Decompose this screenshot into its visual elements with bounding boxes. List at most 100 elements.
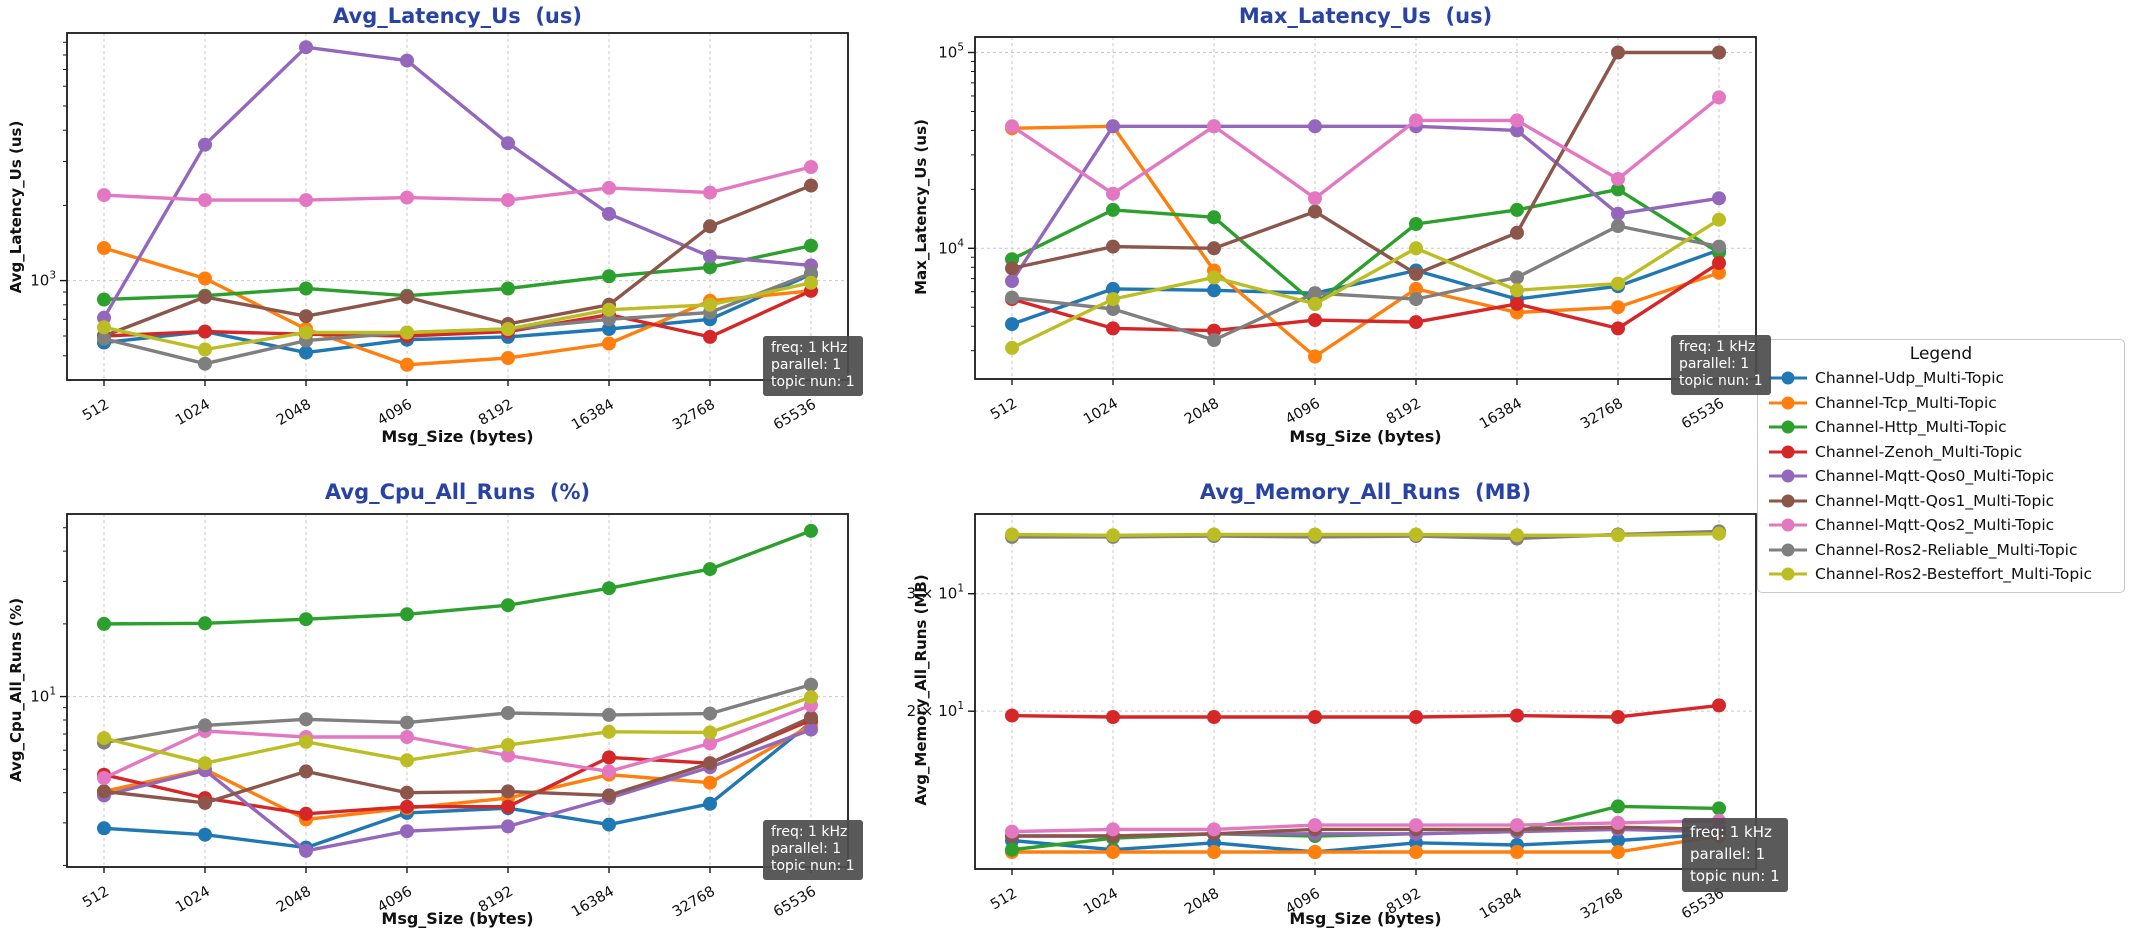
data-point [1611, 528, 1625, 543]
data-point [602, 269, 616, 284]
y-ticks: 2 × 101 3 × 101 [907, 583, 975, 720]
legend-item-label: Channel-Http_Multi-Topic [1815, 418, 2007, 437]
data-point [1409, 241, 1423, 256]
data-point [299, 345, 313, 360]
data-point [400, 730, 414, 744]
data-point [1308, 191, 1322, 206]
gridlines [975, 514, 1756, 869]
legend-item-Channel-Ros2-Reliable_Multi-Topic: Channel-Ros2-Reliable_Multi-Topic [1758, 538, 2124, 563]
legend-marker-icon [1769, 469, 1807, 483]
data-point [400, 325, 414, 340]
data-point [198, 271, 212, 286]
series-Channel-Mqtt-Qos1_Multi-Topic [97, 710, 818, 810]
legend-marker-icon [1769, 396, 1807, 410]
data-point [1207, 333, 1221, 347]
legend-marker-icon [1769, 543, 1807, 557]
data-point [1106, 528, 1120, 543]
data-point [97, 616, 111, 631]
data-point [400, 607, 414, 622]
data-point [1611, 45, 1625, 60]
x-tick-label: 65536 [771, 397, 819, 434]
data-point [198, 137, 212, 152]
data-point [804, 275, 818, 290]
data-point [400, 357, 414, 372]
series-Channel-Ros2-Reliable_Multi-Topic [1005, 219, 1726, 347]
data-point [97, 784, 111, 799]
data-point [501, 738, 515, 752]
data-point [1308, 818, 1322, 833]
series-Channel-Ros2-Besteffort_Multi-Topic [1005, 212, 1726, 355]
x-tick-label: 4096 [1283, 886, 1323, 918]
y-tick-label: 2 × 101 [907, 700, 964, 720]
chart-title-avg-memory: Avg_Memory_All_Runs (MB) [1199, 480, 1532, 504]
annotation-line: freq: 1 kHz [1690, 823, 1772, 841]
data-point [299, 806, 313, 821]
data-point [1106, 710, 1120, 724]
data-point [703, 775, 717, 790]
annotation-line: freq: 1 kHz [771, 824, 848, 840]
data-point [1510, 123, 1524, 138]
data-point [198, 356, 212, 371]
data-point [804, 677, 818, 692]
data-point [1510, 225, 1524, 240]
annotation-line: parallel: 1 [771, 841, 842, 858]
x-tick-label: 32768 [670, 884, 718, 921]
data-point [501, 706, 515, 720]
data-point [1005, 708, 1019, 723]
series-Channel-Mqtt-Qos1_Multi-Topic [1005, 45, 1726, 281]
annotation-line: freq: 1 kHz [1679, 339, 1756, 355]
data-point [1611, 845, 1625, 859]
data-point [1409, 266, 1423, 281]
data-point [1611, 815, 1625, 830]
data-point [198, 827, 212, 842]
x-tick-label: 1024 [173, 397, 213, 429]
data-point [1106, 119, 1120, 134]
annotation-line: topic nun: 1 [771, 858, 855, 875]
data-point [1207, 241, 1221, 256]
data-point [1611, 172, 1625, 186]
chart-title-avg-cpu: Avg_Cpu_All_Runs (%) [324, 480, 591, 504]
chart-avg-cpu-plot: 101 512 1024 2048 4096 8192 16384 32768 65536 [30, 513, 849, 921]
annotation-line: parallel: 1 [1679, 356, 1750, 373]
data-point [1409, 527, 1423, 542]
data-point [1510, 113, 1524, 128]
annotation-box-max-latency: freq: 1 kHz parallel: 1 topic nun: 1 [1671, 335, 1771, 396]
legend-item-label: Channel-Ros2-Reliable_Multi-Topic [1815, 540, 2078, 559]
legend-title: Legend [1909, 344, 1973, 364]
annotation-line: parallel: 1 [1690, 844, 1766, 863]
plot-border [974, 513, 1757, 870]
data-point [97, 771, 111, 785]
legend-item-label: Channel-Zenoh_Multi-Topic [1815, 442, 2023, 461]
legend-item-Channel-Ros2-Besteffort_Multi-Topic: Channel-Ros2-Besteffort_Multi-Topic [1758, 562, 2124, 587]
data-point [1510, 296, 1524, 311]
x-tick-label: 2048 [1182, 886, 1222, 918]
data-point [1005, 261, 1019, 276]
data-point [804, 722, 818, 737]
data-point [1409, 315, 1423, 330]
y-ticks: 101 [30, 527, 67, 866]
legend-item-label: Channel-Ros2-Besteffort_Multi-Topic [1815, 565, 2093, 584]
data-point [501, 322, 515, 336]
data-point [1712, 256, 1726, 271]
x-tick-label: 1024 [1081, 396, 1121, 428]
data-point [602, 206, 616, 221]
data-point [703, 219, 717, 234]
data-point [299, 193, 313, 208]
x-tick-label: 16384 [569, 884, 617, 921]
legend-marker-icon [1769, 445, 1807, 459]
data-point [703, 185, 717, 200]
series-Channel-Ros2-Besteffort_Multi-Topic [97, 690, 818, 771]
x-tick-label: 8192 [476, 884, 516, 916]
annotation-line: topic nun: 1 [1679, 373, 1763, 390]
gridlines [67, 514, 848, 867]
chart-max-latency-plot: 104 105 512 1024 2048 4096 8192 16384 32768 65536 [938, 36, 1757, 433]
data-point [400, 190, 414, 205]
data-point [1005, 317, 1019, 332]
plot-border [66, 32, 849, 381]
data-point [400, 753, 414, 768]
series-Channel-Mqtt-Qos2_Multi-Topic [97, 160, 818, 208]
data-point [97, 241, 111, 255]
data-point [703, 706, 717, 721]
annotation-line: freq: 1 kHz [771, 340, 848, 356]
data-point [703, 756, 717, 771]
